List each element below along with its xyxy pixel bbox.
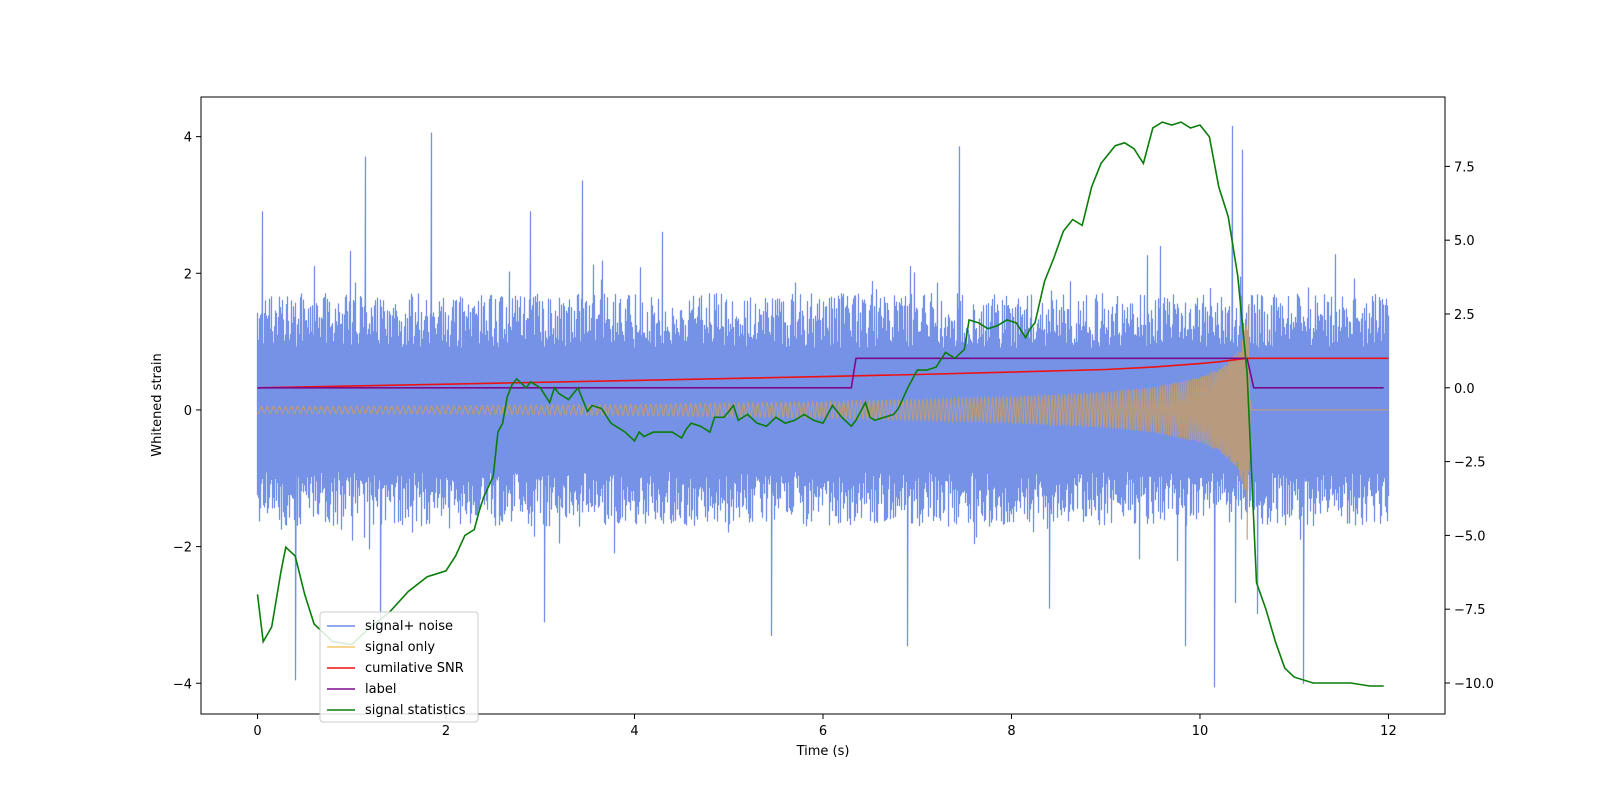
legend-box bbox=[319, 611, 479, 723]
y-left-tick-label: 2 bbox=[184, 267, 192, 282]
plot-area bbox=[256, 121, 1390, 688]
x-axis-title: Time (s) bbox=[796, 744, 850, 759]
y-right-tick-label: −2.5 bbox=[1454, 456, 1486, 471]
svg-text:signal+ noise: signal+ noise bbox=[365, 619, 453, 634]
y-right-tick-label: 2.5 bbox=[1454, 308, 1475, 323]
y-left-tick-label: 4 bbox=[184, 131, 192, 146]
legend-item-label: label bbox=[327, 682, 396, 697]
svg-text:cumilative SNR: cumilative SNR bbox=[365, 661, 464, 676]
legend-item-signal-plus-noise: signal+ noise bbox=[327, 619, 453, 634]
legend: signal+ noise signal only cumilative SNR… bbox=[319, 611, 479, 723]
legend-item-signal-statistics: signal statistics bbox=[327, 703, 466, 718]
x-tick-label: 12 bbox=[1380, 724, 1397, 739]
y-left-tick-label: −4 bbox=[173, 677, 192, 692]
left-y-axis: −4 −2 0 2 4 bbox=[173, 131, 201, 692]
y-left-tick-label: 0 bbox=[184, 404, 192, 419]
y-right-tick-label: −5.0 bbox=[1454, 529, 1486, 544]
signal-only-line bbox=[256, 303, 1389, 540]
svg-text:signal only: signal only bbox=[365, 640, 435, 655]
svg-text:signal statistics: signal statistics bbox=[365, 703, 466, 718]
y-right-tick-label: −7.5 bbox=[1454, 603, 1486, 618]
legend-item-cumulative-snr: cumilative SNR bbox=[327, 661, 464, 676]
y-right-tick-label: −10.0 bbox=[1454, 677, 1494, 692]
x-tick-label: 2 bbox=[442, 724, 450, 739]
x-tick-label: 0 bbox=[253, 724, 261, 739]
y-right-tick-label: 0.0 bbox=[1454, 382, 1475, 397]
y-axis-title: Whitened strain bbox=[150, 353, 165, 456]
y-left-tick-label: −2 bbox=[173, 541, 192, 556]
label-line bbox=[257, 357, 1384, 389]
signal-plus-noise-line bbox=[256, 125, 1390, 688]
svg-text:label: label bbox=[365, 682, 396, 697]
y-right-tick-label: 7.5 bbox=[1454, 160, 1475, 175]
right-y-axis: −10.0 −7.5 −5.0 −2.5 0.0 2.5 5.0 7.5 bbox=[1445, 160, 1494, 692]
x-tick-label: 10 bbox=[1192, 724, 1209, 739]
x-tick-label: 8 bbox=[1007, 724, 1015, 739]
legend-item-signal-only: signal only bbox=[327, 640, 435, 655]
signal-statistics-line bbox=[256, 121, 1384, 687]
y-right-tick-label: 5.0 bbox=[1454, 234, 1475, 249]
x-tick-label: 6 bbox=[819, 724, 827, 739]
x-tick-label: 4 bbox=[630, 724, 638, 739]
